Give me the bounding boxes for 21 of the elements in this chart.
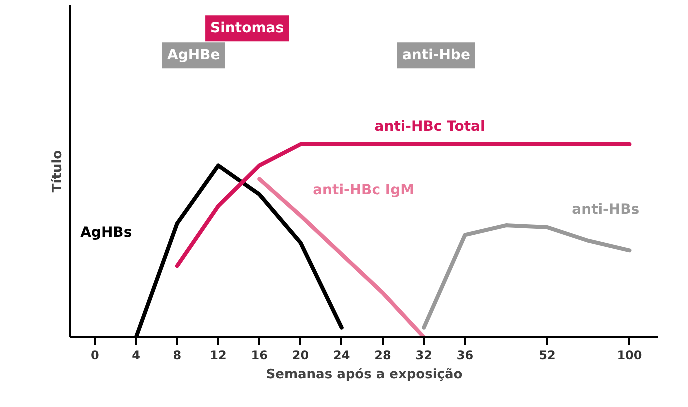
x-tick-label: 24 (334, 348, 350, 362)
x-tick-label: 52 (539, 348, 556, 362)
x-tick-label: 12 (210, 348, 227, 362)
x-tick-label: 16 (251, 348, 268, 362)
y-axis-title: Título (50, 150, 66, 193)
x-tick-label: 8 (173, 348, 182, 362)
text: anti-Hbe (402, 48, 470, 64)
series-label: anti-HBc Total (374, 118, 486, 135)
text: AgHBs (80, 224, 132, 241)
series-label: anti-HBs (572, 202, 640, 218)
x-tick-label: 20 (292, 348, 310, 362)
x-tick-label: 28 (374, 348, 392, 362)
series-label: anti-HBc IgM (313, 182, 415, 199)
x-tick-label: 100 (617, 348, 642, 362)
x-tick-label: 32 (416, 348, 432, 362)
x-tick-label: 0 (90, 348, 100, 362)
text: AgHBe (167, 48, 220, 64)
text: Sintomas (210, 20, 284, 37)
x-axis-title: Semanas após a exposição (266, 368, 463, 382)
x-tick-label: 36 (456, 348, 474, 362)
x-tick-label: 4 (132, 348, 140, 362)
